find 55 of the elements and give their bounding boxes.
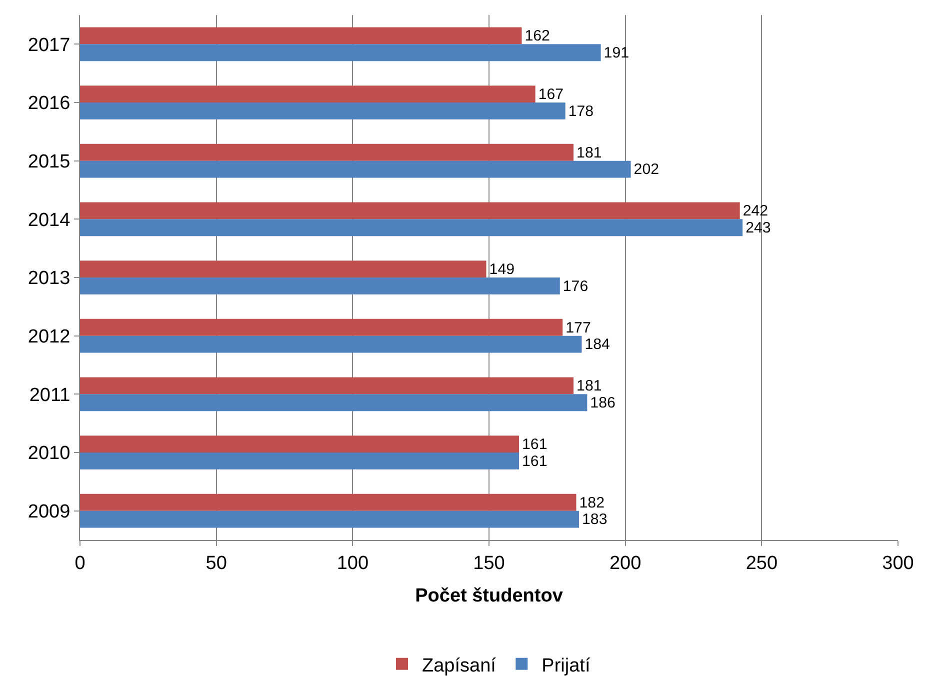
data-label: 191 [604, 44, 630, 62]
bar [80, 494, 576, 511]
x-axis-title: Počet študentov [415, 586, 564, 607]
x-tick-label: 50 [206, 552, 227, 574]
data-label: 176 [562, 278, 588, 295]
bar [80, 219, 743, 236]
y-tick-label: 2011 [29, 384, 70, 406]
data-label: 186 [590, 394, 616, 412]
y-tick-label: 2012 [28, 326, 70, 348]
data-label: 178 [568, 102, 594, 120]
bar [80, 102, 566, 120]
data-label: 242 [742, 202, 768, 220]
x-tick-label: 200 [609, 552, 642, 574]
bar [80, 144, 574, 161]
bar [80, 202, 740, 220]
data-label: 184 [584, 336, 610, 354]
x-tick-label: 250 [746, 552, 778, 574]
bar [80, 510, 579, 528]
data-label: 181 [576, 378, 602, 395]
data-label: 177 [566, 319, 591, 336]
y-tick-label: 2016 [28, 93, 70, 114]
x-tick-label: 100 [336, 552, 369, 574]
data-label: 182 [579, 494, 604, 512]
data-label: 149 [489, 260, 515, 278]
data-label: 183 [582, 511, 608, 528]
y-tick-label: 2010 [28, 443, 70, 464]
bar [80, 436, 519, 452]
bar [80, 44, 601, 62]
y-tick-label: 2015 [28, 151, 70, 172]
bar [80, 260, 486, 278]
bar [80, 394, 588, 412]
data-label: 162 [524, 28, 550, 45]
bar [80, 377, 574, 394]
data-label: 167 [538, 86, 564, 103]
data-label: 161 [522, 436, 548, 453]
legend-label: Zapísaní [422, 655, 497, 676]
bar [80, 318, 563, 336]
data-label: 243 [746, 220, 771, 237]
bar [80, 278, 560, 294]
data-label: 202 [634, 161, 660, 178]
y-tick-label: 2014 [28, 210, 71, 231]
y-tick-label: 2009 [28, 501, 70, 522]
bar [80, 27, 522, 44]
data-label: 161 [522, 452, 548, 470]
bar [80, 452, 519, 470]
y-tick-label: 2017 [28, 34, 70, 56]
data-label: 181 [576, 144, 602, 162]
x-tick-label: 0 [74, 552, 86, 574]
x-tick-label: 150 [473, 552, 505, 574]
y-tick-label: 2013 [28, 268, 70, 290]
bar [80, 86, 536, 102]
x-tick-label: 300 [882, 552, 914, 574]
bar [80, 160, 631, 178]
bar [80, 336, 582, 353]
legend-label: Prijatí [542, 655, 591, 676]
